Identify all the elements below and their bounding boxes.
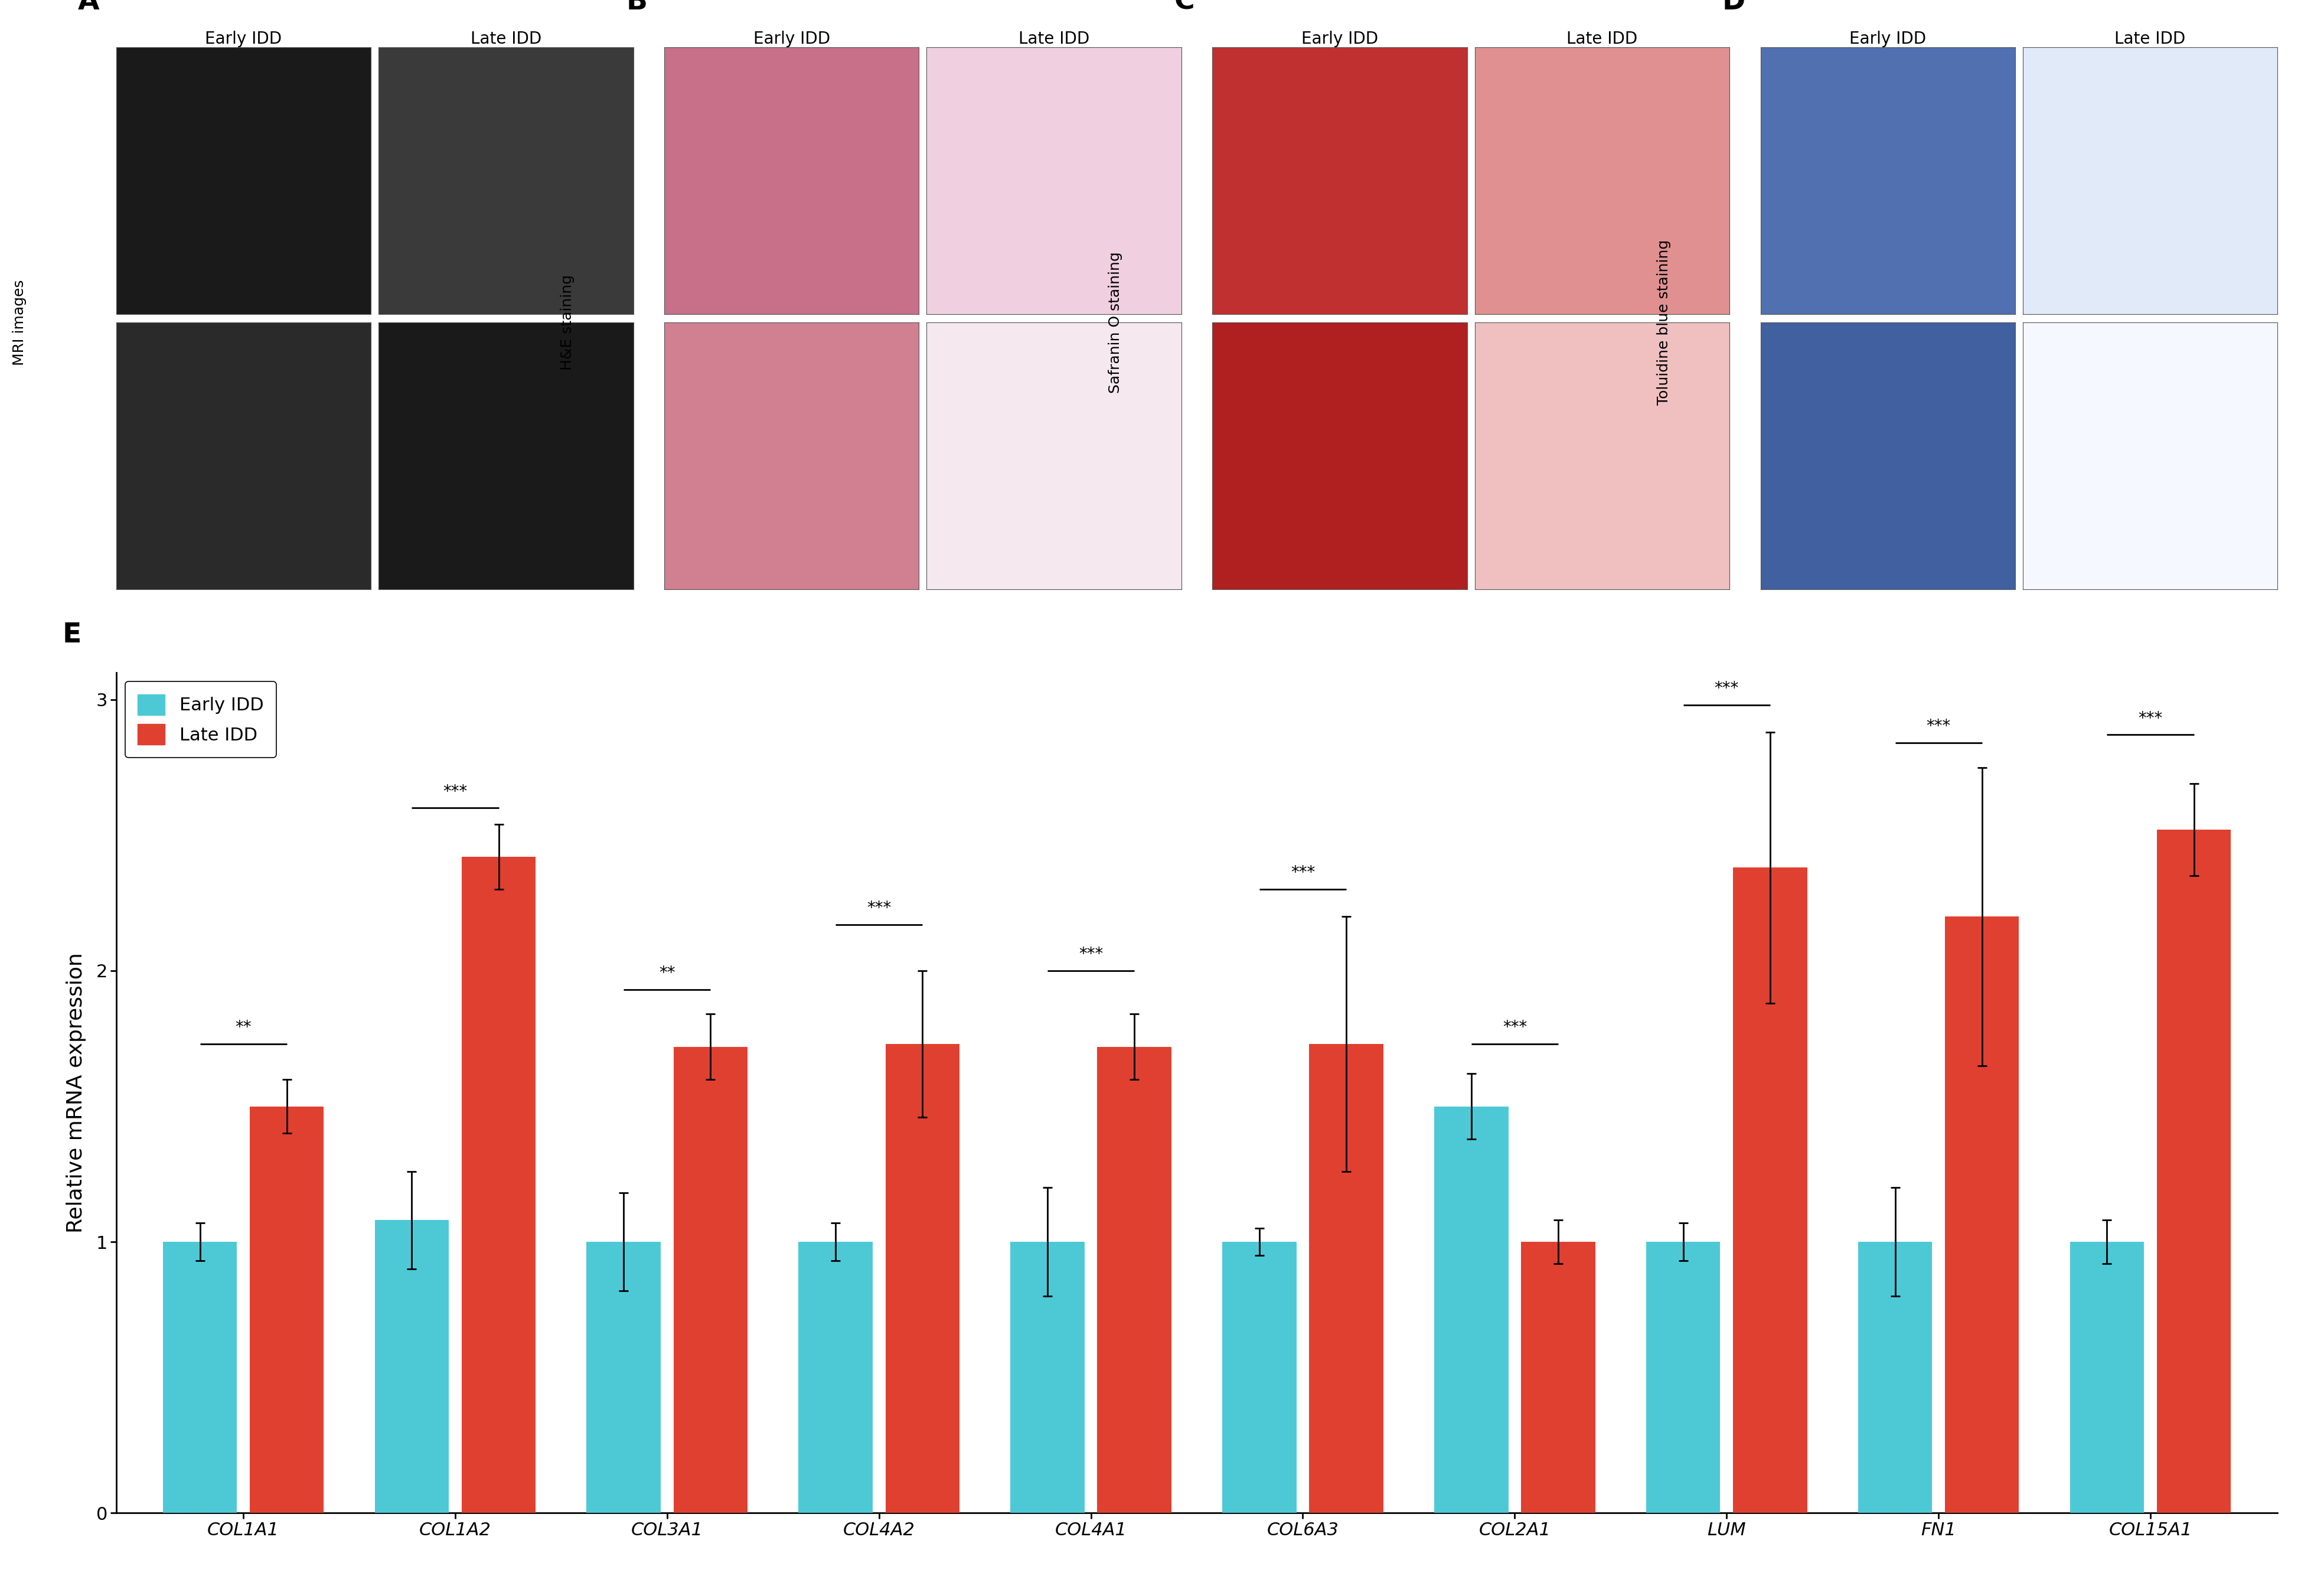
Title: Early IDD: Early IDD bbox=[205, 32, 281, 47]
Title: Early IDD: Early IDD bbox=[1850, 32, 1927, 47]
Bar bbox=[249, 1106, 323, 1513]
Text: ***: *** bbox=[444, 783, 467, 801]
Title: Early IDD: Early IDD bbox=[753, 32, 830, 47]
Bar bbox=[1945, 917, 2020, 1513]
Bar bbox=[586, 1242, 660, 1513]
Text: C: C bbox=[1174, 0, 1195, 16]
Text: **: ** bbox=[660, 965, 676, 982]
Text: B: B bbox=[625, 0, 648, 16]
Bar bbox=[2157, 829, 2231, 1513]
Text: ***: *** bbox=[1078, 946, 1104, 963]
Bar bbox=[1734, 868, 1808, 1513]
Text: ***: *** bbox=[1504, 1020, 1527, 1035]
Bar bbox=[885, 1043, 960, 1513]
Bar bbox=[2071, 1242, 2145, 1513]
Bar bbox=[1522, 1242, 1594, 1513]
Text: **: ** bbox=[235, 1020, 251, 1035]
Text: A: A bbox=[79, 0, 100, 16]
Bar bbox=[1222, 1242, 1297, 1513]
Bar bbox=[374, 1220, 449, 1513]
Text: ***: *** bbox=[2138, 711, 2164, 727]
Bar bbox=[1097, 1046, 1171, 1513]
Title: Late IDD: Late IDD bbox=[2115, 32, 2185, 47]
Text: H&E staining: H&E staining bbox=[560, 274, 574, 370]
Bar bbox=[799, 1242, 874, 1513]
Title: Late IDD: Late IDD bbox=[469, 32, 541, 47]
Bar bbox=[1645, 1242, 1720, 1513]
Bar bbox=[674, 1046, 748, 1513]
Bar bbox=[1011, 1242, 1085, 1513]
Text: ***: *** bbox=[867, 900, 890, 917]
Text: D: D bbox=[1722, 0, 1745, 16]
Text: ***: *** bbox=[1715, 681, 1738, 697]
Title: Late IDD: Late IDD bbox=[1018, 32, 1090, 47]
Y-axis label: Relative mRNA expression: Relative mRNA expression bbox=[65, 952, 86, 1232]
Text: ***: *** bbox=[1290, 865, 1315, 881]
Bar bbox=[1434, 1106, 1508, 1513]
Text: E: E bbox=[63, 623, 81, 649]
Text: Toluidine blue staining: Toluidine blue staining bbox=[1657, 240, 1671, 405]
Text: MRI images: MRI images bbox=[12, 279, 26, 366]
Bar bbox=[1308, 1043, 1383, 1513]
Bar bbox=[163, 1242, 237, 1513]
Legend: Early IDD, Late IDD: Early IDD, Late IDD bbox=[125, 681, 277, 758]
Text: Safranin O staining: Safranin O staining bbox=[1109, 252, 1122, 392]
Title: Late IDD: Late IDD bbox=[1566, 32, 1638, 47]
Title: Early IDD: Early IDD bbox=[1301, 32, 1378, 47]
Bar bbox=[1857, 1242, 1931, 1513]
Text: ***: *** bbox=[1927, 719, 1950, 734]
Bar bbox=[462, 857, 537, 1513]
